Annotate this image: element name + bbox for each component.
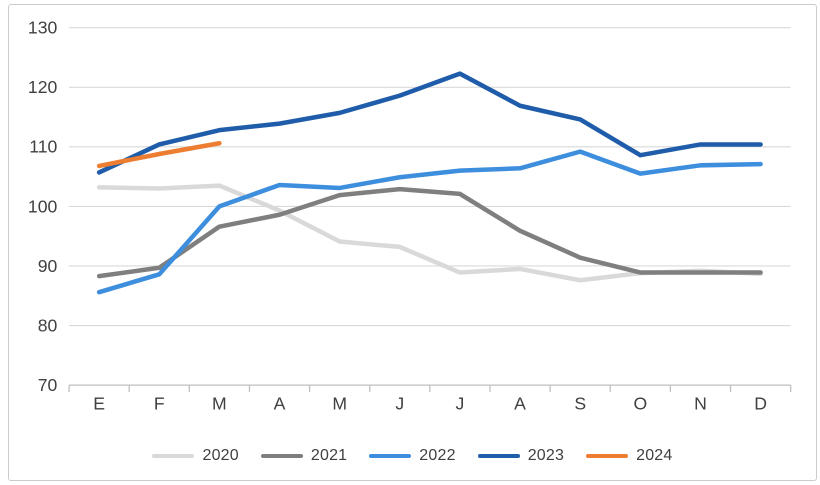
x-tick-label: F xyxy=(154,394,165,414)
legend-line-swatch xyxy=(152,453,195,459)
chart-panel: 70 80 90 100 110 120 130 E F M A M J J A S O N D 2020 2021 2… xyxy=(8,4,817,481)
chart-svg: 70 80 90 100 110 120 130 E F M A M J J A S O N D xyxy=(28,18,792,414)
legend-line-swatch xyxy=(477,453,520,459)
legend-label: 2023 xyxy=(527,447,565,464)
series-line-2022 xyxy=(96,149,763,295)
x-tick-label: D xyxy=(754,394,767,414)
legend-item-2024: 2024 xyxy=(586,447,672,465)
y-tick-label: 130 xyxy=(28,18,58,38)
y-tick-label: 90 xyxy=(38,256,58,276)
legend-label: 2021 xyxy=(310,447,348,464)
y-tick-label: 110 xyxy=(29,137,57,157)
legend-line-swatch xyxy=(586,453,629,459)
y-tick-label: 100 xyxy=(28,196,58,216)
series-line-2021 xyxy=(96,186,763,279)
legend-line-swatch xyxy=(260,453,303,459)
x-tick-label: A xyxy=(274,394,286,414)
x-tick-label: A xyxy=(514,394,526,414)
x-tick-label: M xyxy=(332,394,347,414)
y-tick-label: 70 xyxy=(38,375,58,395)
legend-label: 2024 xyxy=(636,447,673,464)
x-tick-label: E xyxy=(93,394,105,414)
x-tick-label: S xyxy=(574,394,586,414)
legend-label: 2020 xyxy=(202,447,239,464)
x-tick-label: M xyxy=(212,394,227,414)
series-line-2023 xyxy=(96,71,763,175)
legend-item-2023: 2023 xyxy=(477,447,565,465)
legend-line-swatch xyxy=(369,453,412,459)
legend-item-2021: 2021 xyxy=(260,447,348,465)
x-tick-label: J xyxy=(395,394,404,414)
legend-label: 2022 xyxy=(419,447,456,464)
plot-area: 70 80 90 100 110 120 130 E F M A M J J A S O N D xyxy=(9,5,816,480)
x-tick-label: O xyxy=(633,394,647,414)
legend-item-2020: 2020 xyxy=(152,447,239,465)
y-tick-label: 80 xyxy=(38,315,58,335)
legend-item-2022: 2022 xyxy=(369,447,456,465)
y-tick-label: 120 xyxy=(28,77,58,97)
x-tick-label: J xyxy=(456,394,465,414)
x-tick-label: N xyxy=(694,394,707,414)
series-line-2024 xyxy=(96,141,222,169)
chart-legend: 2020 2021 2022 2023 2024 xyxy=(9,439,816,473)
